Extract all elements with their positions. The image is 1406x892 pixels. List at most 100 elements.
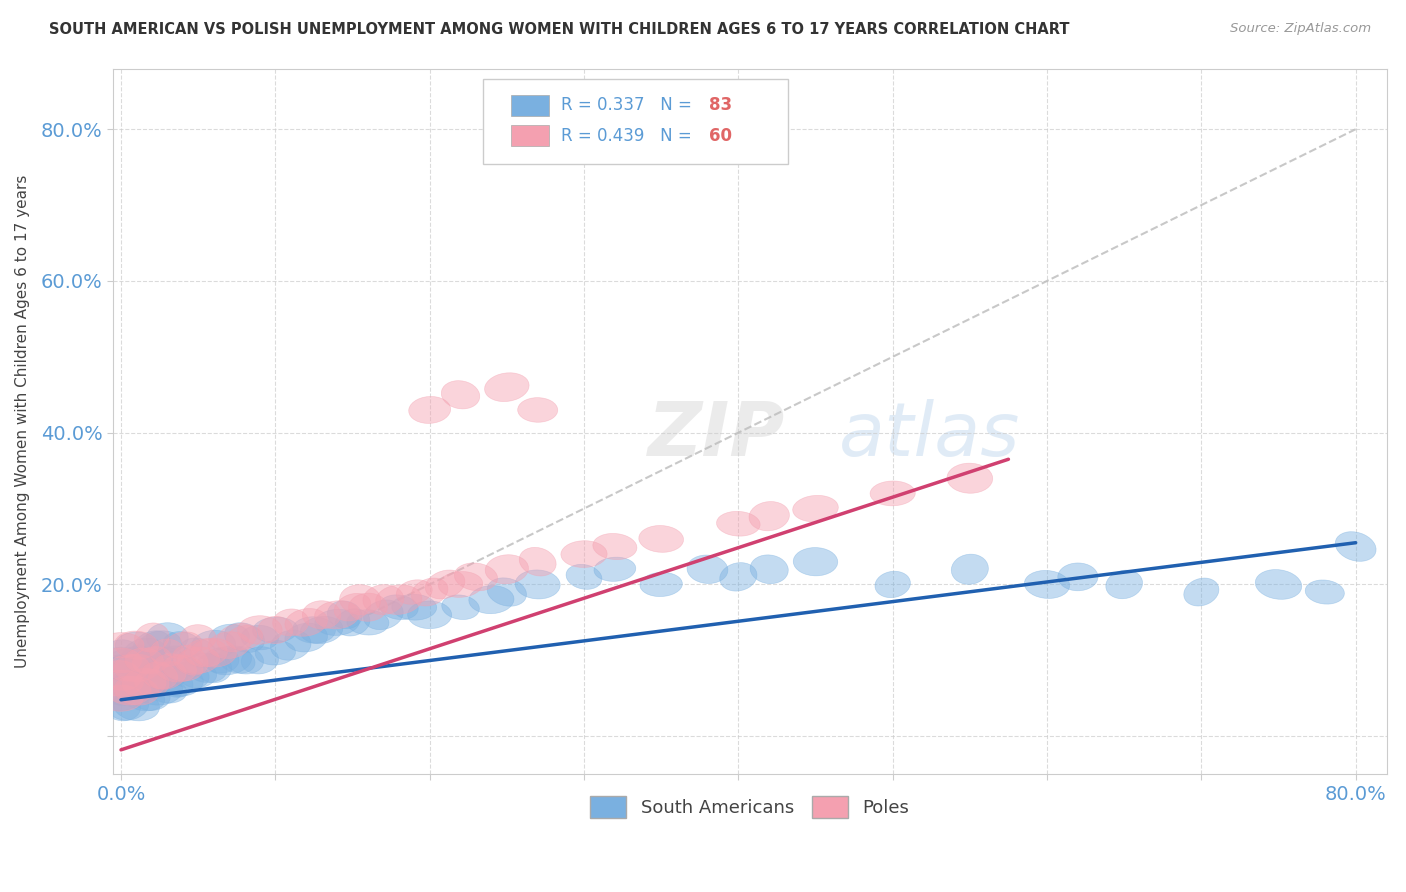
Ellipse shape — [638, 525, 683, 552]
Ellipse shape — [749, 501, 789, 531]
Ellipse shape — [225, 647, 263, 674]
Ellipse shape — [485, 373, 529, 401]
Ellipse shape — [1057, 563, 1098, 591]
Ellipse shape — [100, 648, 142, 673]
Ellipse shape — [593, 533, 637, 559]
Ellipse shape — [285, 608, 328, 636]
Text: R = 0.337   N =: R = 0.337 N = — [561, 96, 697, 114]
Ellipse shape — [136, 676, 183, 705]
Ellipse shape — [375, 585, 422, 615]
Ellipse shape — [1305, 580, 1344, 604]
Ellipse shape — [380, 595, 418, 620]
Ellipse shape — [146, 663, 188, 689]
Ellipse shape — [132, 647, 172, 674]
Ellipse shape — [640, 573, 682, 597]
Ellipse shape — [184, 653, 226, 682]
Ellipse shape — [396, 580, 432, 604]
Ellipse shape — [163, 632, 202, 658]
Text: 60: 60 — [709, 127, 733, 145]
Ellipse shape — [217, 624, 257, 652]
Ellipse shape — [226, 625, 263, 649]
Ellipse shape — [115, 632, 157, 658]
Ellipse shape — [98, 632, 143, 657]
Ellipse shape — [335, 593, 371, 621]
Ellipse shape — [441, 381, 479, 409]
Text: atlas: atlas — [839, 400, 1021, 472]
Ellipse shape — [142, 653, 177, 682]
Ellipse shape — [793, 495, 838, 522]
Ellipse shape — [122, 668, 166, 698]
Ellipse shape — [207, 646, 252, 675]
Ellipse shape — [98, 685, 143, 711]
Text: Source: ZipAtlas.com: Source: ZipAtlas.com — [1230, 22, 1371, 36]
Ellipse shape — [117, 663, 156, 688]
Ellipse shape — [195, 653, 232, 682]
Ellipse shape — [204, 648, 239, 673]
Ellipse shape — [285, 624, 328, 652]
Ellipse shape — [134, 631, 170, 659]
Ellipse shape — [270, 630, 311, 660]
Ellipse shape — [751, 555, 789, 583]
Ellipse shape — [208, 632, 250, 658]
Ellipse shape — [132, 670, 172, 696]
Ellipse shape — [104, 676, 138, 706]
Ellipse shape — [253, 617, 298, 643]
Ellipse shape — [519, 548, 557, 576]
Ellipse shape — [517, 398, 558, 422]
Ellipse shape — [125, 648, 163, 673]
Ellipse shape — [1184, 578, 1219, 606]
Ellipse shape — [180, 638, 217, 667]
Ellipse shape — [1336, 532, 1376, 561]
Ellipse shape — [408, 601, 451, 629]
Ellipse shape — [134, 686, 170, 711]
Ellipse shape — [180, 624, 217, 650]
Ellipse shape — [173, 646, 208, 675]
Ellipse shape — [315, 609, 360, 635]
Ellipse shape — [412, 578, 449, 606]
Ellipse shape — [875, 571, 911, 598]
Ellipse shape — [120, 646, 153, 675]
Ellipse shape — [567, 565, 602, 590]
Ellipse shape — [793, 548, 838, 576]
Ellipse shape — [593, 558, 636, 582]
Text: 83: 83 — [709, 96, 733, 114]
Ellipse shape — [1256, 570, 1302, 599]
Ellipse shape — [114, 654, 159, 681]
Ellipse shape — [98, 670, 143, 696]
Ellipse shape — [108, 691, 149, 720]
Ellipse shape — [347, 610, 389, 635]
Ellipse shape — [184, 639, 228, 667]
Ellipse shape — [142, 662, 177, 690]
Ellipse shape — [180, 663, 217, 688]
Ellipse shape — [100, 671, 142, 695]
Ellipse shape — [114, 691, 159, 721]
Ellipse shape — [122, 661, 166, 690]
Ellipse shape — [124, 686, 165, 711]
Ellipse shape — [98, 663, 143, 689]
Text: SOUTH AMERICAN VS POLISH UNEMPLOYMENT AMONG WOMEN WITH CHILDREN AGES 6 TO 17 YEA: SOUTH AMERICAN VS POLISH UNEMPLOYMENT AM… — [49, 22, 1070, 37]
Y-axis label: Unemployment Among Women with Children Ages 6 to 17 years: Unemployment Among Women with Children A… — [15, 175, 30, 668]
Ellipse shape — [177, 647, 219, 673]
Text: R = 0.439   N =: R = 0.439 N = — [561, 127, 697, 145]
Ellipse shape — [100, 686, 142, 711]
Ellipse shape — [1105, 570, 1143, 599]
Ellipse shape — [468, 585, 515, 614]
Ellipse shape — [103, 640, 139, 665]
Ellipse shape — [561, 541, 607, 567]
Ellipse shape — [101, 691, 141, 721]
Ellipse shape — [364, 600, 404, 630]
Ellipse shape — [717, 511, 761, 536]
Ellipse shape — [191, 639, 236, 667]
Ellipse shape — [208, 624, 249, 651]
Ellipse shape — [100, 661, 142, 690]
Ellipse shape — [162, 670, 204, 697]
Text: ZIP: ZIP — [648, 399, 786, 472]
Ellipse shape — [148, 648, 187, 673]
Ellipse shape — [292, 616, 336, 643]
Ellipse shape — [257, 616, 292, 644]
Ellipse shape — [155, 646, 195, 675]
Ellipse shape — [118, 678, 155, 703]
Ellipse shape — [425, 570, 465, 599]
Ellipse shape — [515, 570, 560, 599]
Ellipse shape — [363, 584, 404, 615]
